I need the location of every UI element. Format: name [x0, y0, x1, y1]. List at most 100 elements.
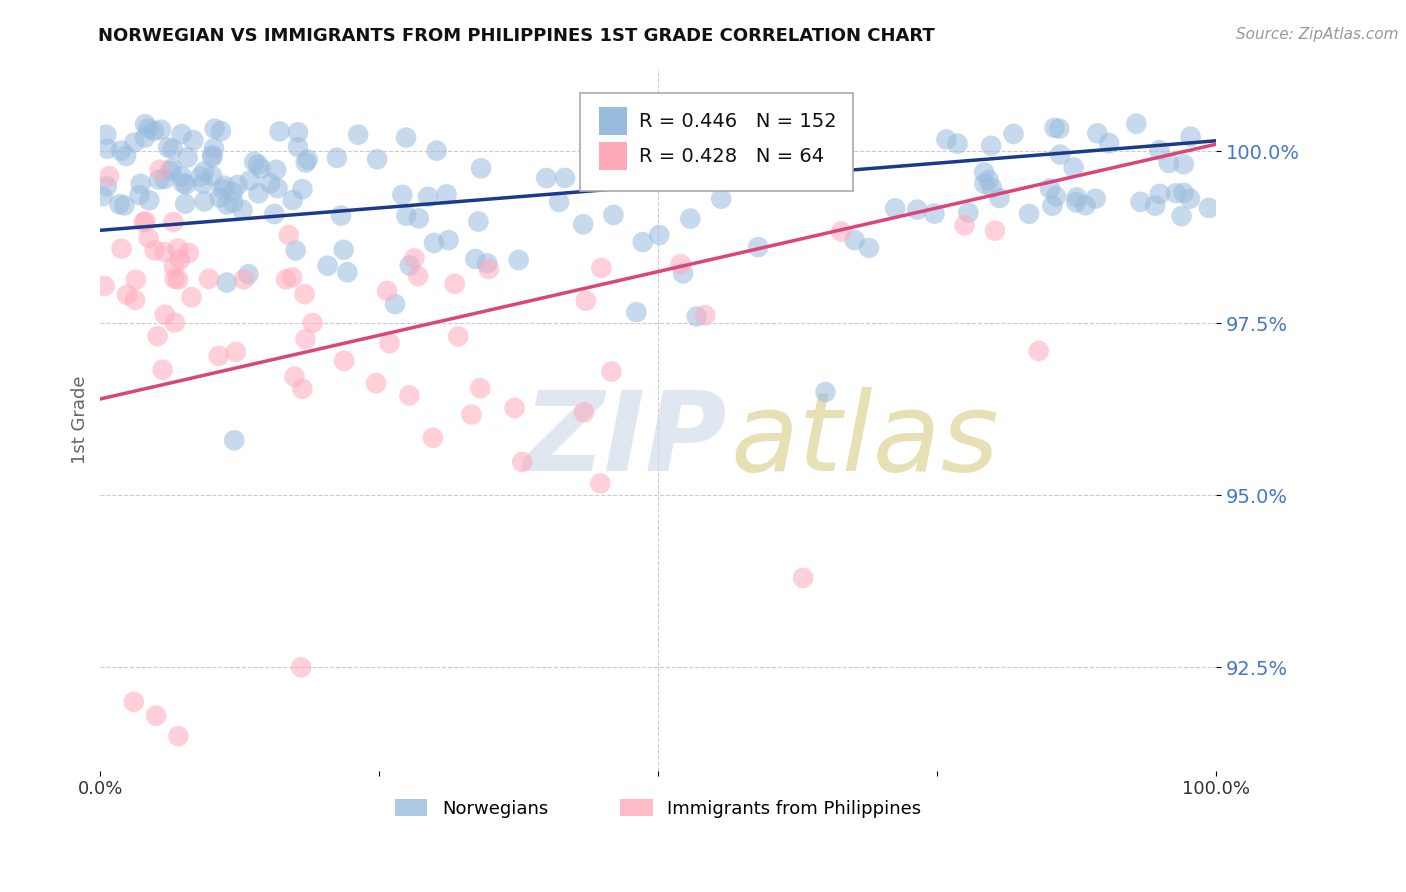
Norwegians: [110, 144, 132, 158]
Norwegians: [201, 169, 224, 183]
Norwegians: [1125, 117, 1147, 131]
Immigrants from Philippines: [153, 308, 176, 322]
Norwegians: [1085, 126, 1108, 140]
Norwegians: [679, 211, 702, 226]
Immigrants from Philippines: [503, 401, 526, 415]
Norwegians: [437, 233, 460, 247]
Norwegians: [672, 266, 695, 280]
Immigrants from Philippines: [291, 382, 314, 396]
Norwegians: [366, 152, 388, 166]
Norwegians: [436, 187, 458, 202]
Norwegians: [142, 124, 165, 138]
Norwegians: [316, 259, 339, 273]
Norwegians: [1198, 201, 1220, 215]
Norwegians: [153, 171, 176, 186]
Norwegians: [347, 128, 370, 142]
Norwegians: [202, 141, 225, 155]
Immigrants from Philippines: [404, 252, 426, 266]
Immigrants from Philippines: [152, 363, 174, 377]
Immigrants from Philippines: [225, 345, 247, 359]
Norwegians: [395, 209, 418, 223]
Norwegians: [149, 122, 172, 136]
Norwegians: [626, 305, 648, 319]
Immigrants from Philippines: [277, 227, 299, 242]
Norwegians: [1149, 186, 1171, 201]
Norwegians: [264, 162, 287, 177]
Immigrants from Philippines: [510, 455, 533, 469]
Immigrants from Philippines: [122, 695, 145, 709]
Norwegians: [287, 140, 309, 154]
Norwegians: [1042, 199, 1064, 213]
Norwegians: [1063, 161, 1085, 175]
Norwegians: [215, 276, 238, 290]
Norwegians: [129, 177, 152, 191]
Norwegians: [905, 202, 928, 217]
Immigrants from Philippines: [283, 369, 305, 384]
Norwegians: [408, 211, 430, 226]
Immigrants from Philippines: [375, 284, 398, 298]
Norwegians: [1180, 129, 1202, 144]
Norwegians: [170, 169, 193, 184]
Norwegians: [162, 142, 184, 156]
Text: R = 0.446   N = 152: R = 0.446 N = 152: [640, 112, 837, 131]
Norwegians: [464, 252, 486, 266]
Immigrants from Philippines: [163, 271, 186, 285]
Immigrants from Philippines: [167, 729, 190, 743]
Immigrants from Philippines: [290, 660, 312, 674]
Immigrants from Philippines: [208, 349, 231, 363]
Norwegians: [159, 164, 181, 178]
Immigrants from Philippines: [422, 431, 444, 445]
Immigrants from Philippines: [695, 308, 717, 322]
Immigrants from Philippines: [669, 257, 692, 271]
Norwegians: [291, 182, 314, 196]
Immigrants from Philippines: [378, 336, 401, 351]
Norwegians: [747, 240, 769, 254]
Norwegians: [160, 161, 183, 176]
Immigrants from Philippines: [333, 354, 356, 368]
Norwegians: [1157, 156, 1180, 170]
Norwegians: [602, 208, 624, 222]
Norwegians: [681, 145, 703, 159]
Immigrants from Philippines: [177, 246, 200, 260]
Text: NORWEGIAN VS IMMIGRANTS FROM PHILIPPINES 1ST GRADE CORRELATION CHART: NORWEGIAN VS IMMIGRANTS FROM PHILIPPINES…: [98, 27, 935, 45]
Norwegians: [1144, 199, 1167, 213]
Norwegians: [332, 243, 354, 257]
Immigrants from Philippines: [138, 231, 160, 245]
Immigrants from Philippines: [198, 272, 221, 286]
Norwegians: [201, 148, 224, 162]
Norwegians: [1043, 120, 1066, 135]
Immigrants from Philippines: [575, 293, 598, 308]
Norwegians: [745, 137, 768, 152]
Norwegians: [685, 310, 707, 324]
Norwegians: [281, 193, 304, 207]
Norwegians: [176, 150, 198, 164]
Norwegians: [946, 136, 969, 151]
Norwegians: [814, 385, 837, 400]
Immigrants from Philippines: [132, 215, 155, 229]
Norwegians: [243, 154, 266, 169]
Norwegians: [1164, 186, 1187, 201]
Text: R = 0.428   N = 64: R = 0.428 N = 64: [640, 147, 824, 166]
Norwegians: [1084, 192, 1107, 206]
Norwegians: [977, 173, 1000, 187]
FancyBboxPatch shape: [581, 93, 853, 192]
Immigrants from Philippines: [294, 332, 316, 346]
Norwegians: [988, 191, 1011, 205]
Immigrants from Philippines: [134, 214, 156, 228]
Norwegians: [193, 177, 215, 191]
Norwegians: [172, 176, 194, 190]
Immigrants from Philippines: [589, 476, 612, 491]
Immigrants from Philippines: [167, 242, 190, 256]
Immigrants from Philippines: [398, 388, 420, 402]
Norwegians: [554, 170, 576, 185]
Norwegians: [239, 173, 262, 187]
Norwegians: [294, 155, 316, 169]
Norwegians: [935, 132, 957, 146]
Norwegians: [224, 434, 246, 448]
Norwegians: [96, 128, 118, 142]
Norwegians: [201, 150, 224, 164]
Norwegians: [924, 206, 946, 220]
Norwegians: [238, 267, 260, 281]
Immigrants from Philippines: [478, 262, 501, 277]
Norwegians: [128, 188, 150, 202]
